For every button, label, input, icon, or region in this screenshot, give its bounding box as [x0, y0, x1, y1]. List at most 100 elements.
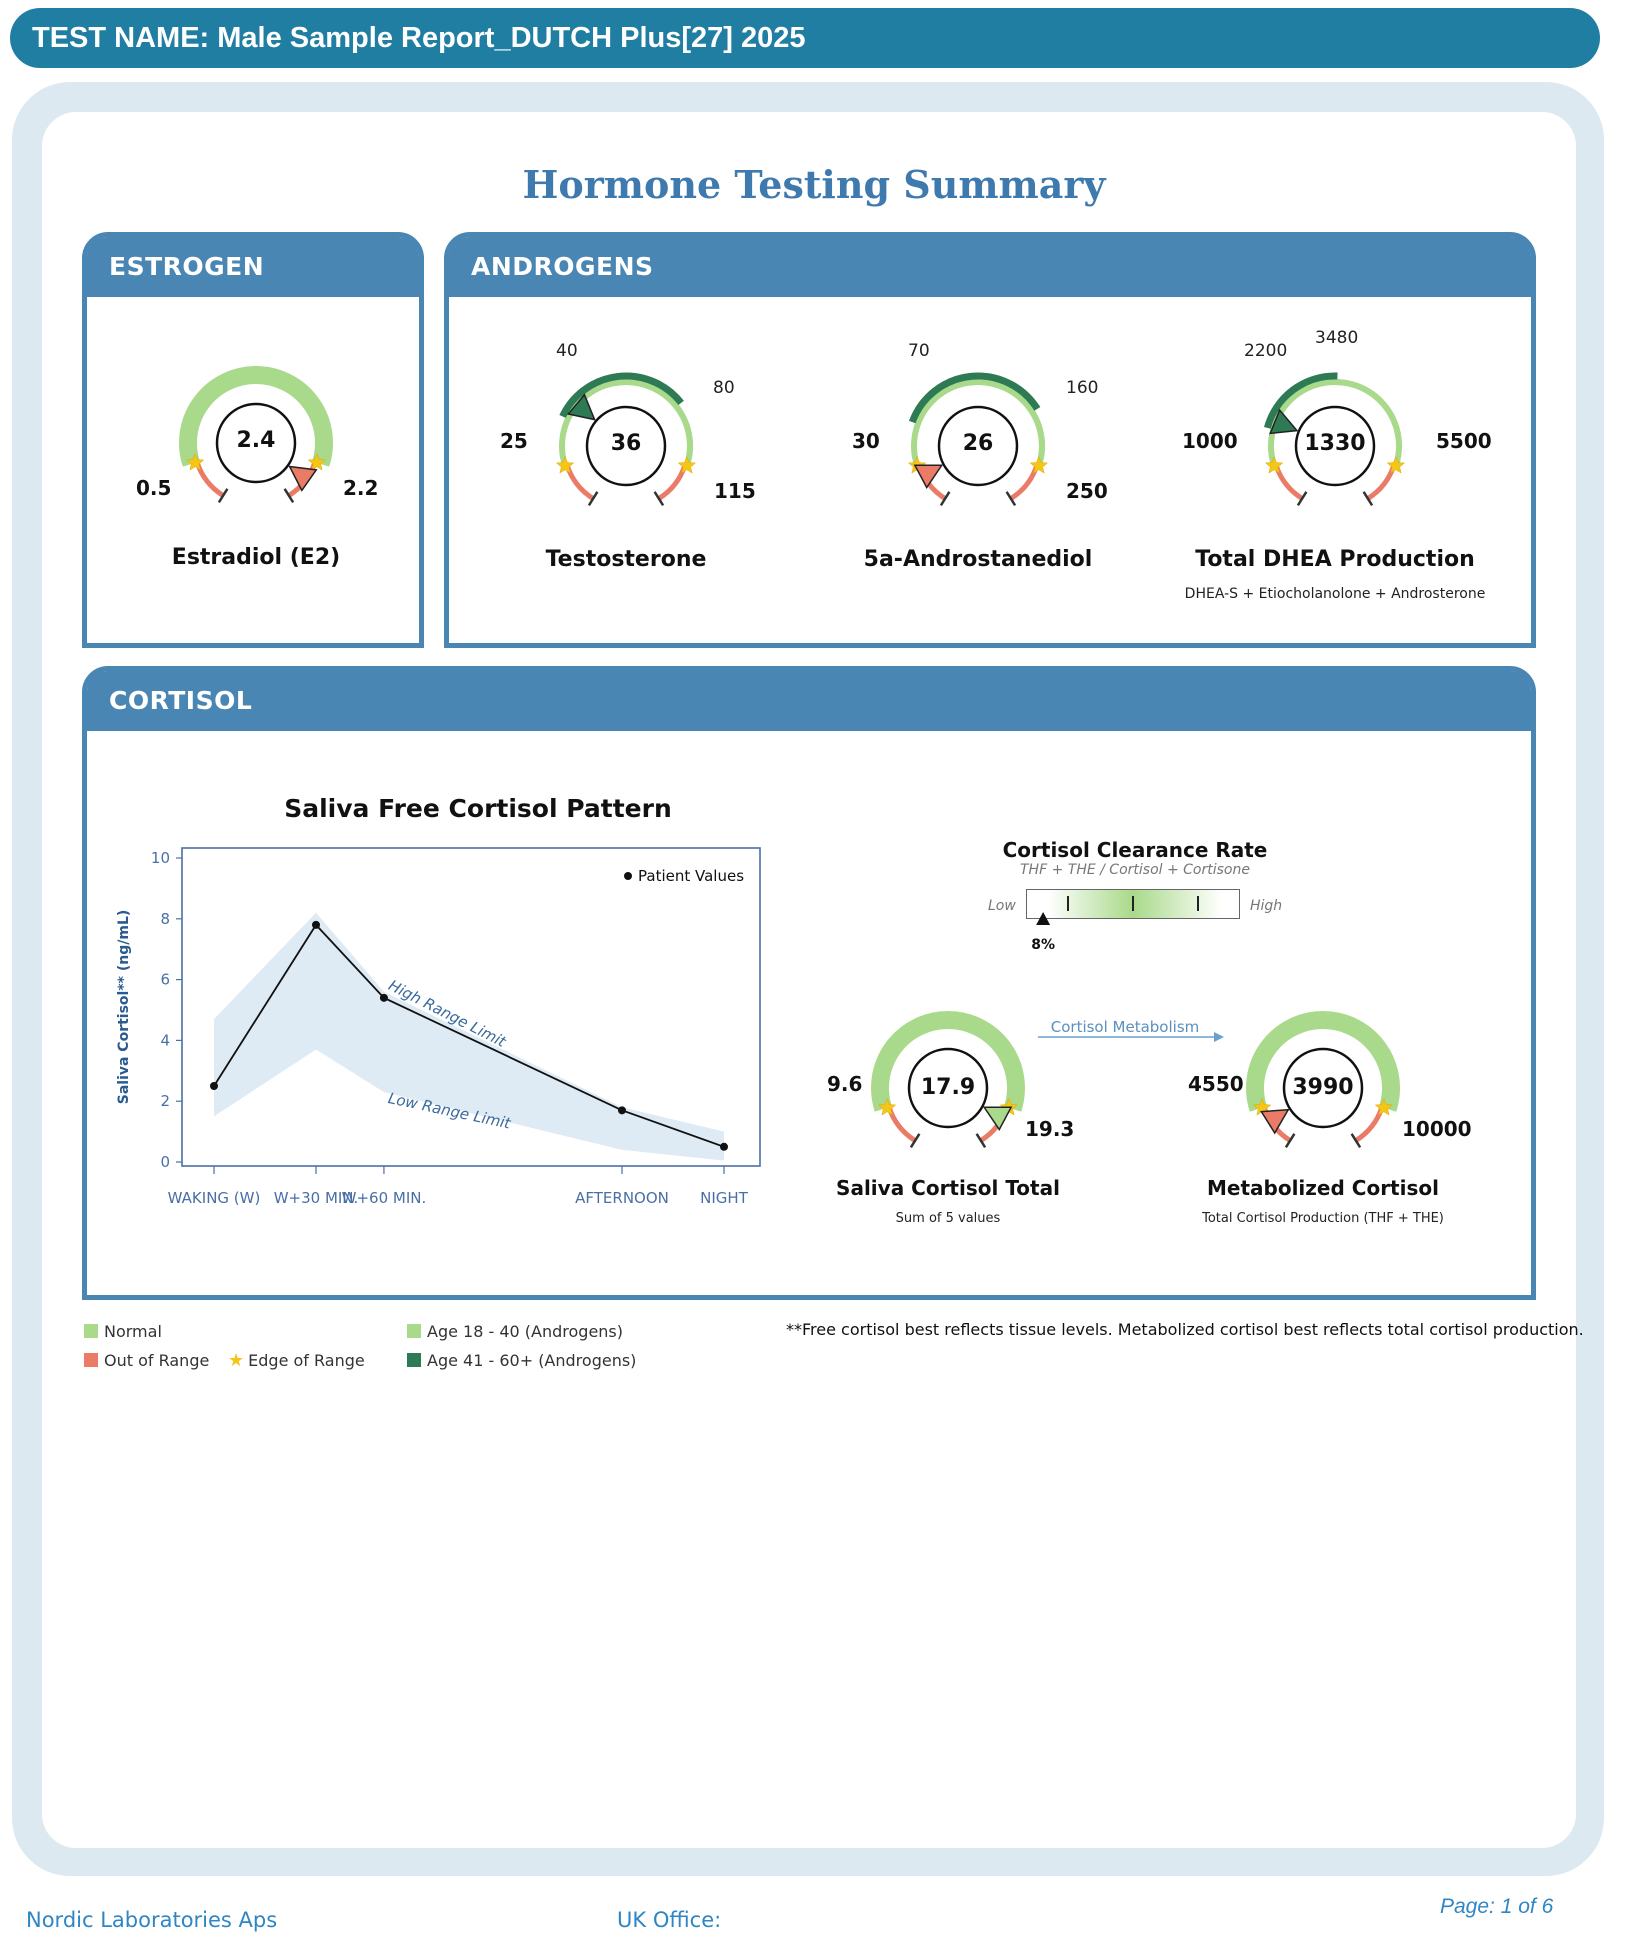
androstanediol-high-out-arc — [1009, 464, 1040, 501]
metabolized-name: Metabolized Cortisol — [1207, 1176, 1439, 1200]
dhea-low: 1000 — [1182, 429, 1238, 453]
testosterone-pointer-icon — [566, 393, 596, 421]
estradiol-low: 0.5 — [136, 476, 172, 500]
androstanediol-name: 5a-Androstanediol — [863, 547, 1093, 572]
clearance-bar — [1026, 889, 1240, 919]
footer-company[interactable]: Nordic Laboratories Aps — [26, 1908, 278, 1932]
estradiol-high-star-icon — [307, 453, 327, 471]
dhea-low-star-icon — [1264, 456, 1284, 474]
metabolized-value: 3990 — [1292, 1075, 1354, 1100]
legend-old-swatch — [407, 1353, 421, 1367]
clearance-value: 8% — [1031, 937, 1055, 953]
x-tick-label: WAKING (W) — [168, 1189, 261, 1207]
y-tick-label: 10 — [151, 849, 170, 867]
androgens-heading: ANDROGENS — [449, 237, 1531, 297]
estradiol-low-out-arc — [194, 461, 225, 498]
patient-point — [618, 1106, 626, 1115]
androstanediol-low-tick — [939, 491, 951, 507]
y-tick-label: 8 — [160, 910, 170, 928]
saliva-total-name: Saliva Cortisol Total — [836, 1176, 1060, 1200]
clearance-tick-2 — [1132, 896, 1134, 911]
clearance-pointer-layer — [1036, 912, 1051, 925]
y-axis-label: Saliva Cortisol** (ng/mL) — [116, 910, 132, 1105]
x-tick-label: NIGHT — [700, 1189, 749, 1207]
estradiol-normal-arc — [179, 366, 333, 467]
cortisol-panel: CORTISOL — [82, 666, 1536, 1300]
saliva-total-value-circle — [907, 1047, 989, 1129]
saliva-total-value: 17.9 — [920, 1075, 976, 1100]
metabolized-high-out-arc — [1354, 1106, 1385, 1143]
testosterone-value-circle — [585, 405, 667, 487]
patient-point — [379, 993, 388, 1002]
testosterone-low-tick — [587, 491, 599, 507]
dhea-value-circle — [1294, 405, 1376, 487]
footnote: **Free cortisol best reflects tissue lev… — [786, 1320, 1584, 1339]
metabolized-low: 4550 — [1188, 1072, 1244, 1096]
legend-edge: ★ Edge of Range — [228, 1350, 365, 1371]
x-tick-label: AFTERNOON — [575, 1189, 669, 1207]
legend-age-old: Age 41 - 60+ (Androgens) — [407, 1351, 636, 1370]
metabolized-subtitle: Total Cortisol Production (THF + THE) — [1202, 1211, 1444, 1226]
legend-normal-label: Normal — [104, 1322, 162, 1341]
estradiol-value: 2.4 — [236, 428, 276, 453]
saliva-total-low-tick — [909, 1133, 921, 1149]
testosterone-low-star-icon — [555, 456, 575, 474]
y-tick-label: 6 — [160, 971, 170, 989]
estradiol-low-tick — [217, 488, 229, 504]
y-tick-label: 4 — [160, 1031, 170, 1049]
metabolized-normal-arc — [1246, 1011, 1400, 1112]
dhea-age-young-arc — [1334, 379, 1401, 436]
testosterone-age-low: 40 — [556, 341, 578, 361]
testosterone-age-high: 80 — [713, 378, 735, 398]
androstanediol-value: 26 — [962, 431, 994, 456]
legend-edge-label: Edge of Range — [248, 1351, 365, 1370]
clearance-pointer-icon — [1036, 912, 1051, 925]
clearance-subtitle: THF + THE / Cortisol + Cortisone — [1020, 862, 1250, 878]
report-title: TEST NAME: Male Sample Report_DUTCH Plus… — [32, 22, 806, 54]
metabolized-high: 10000 — [1402, 1117, 1472, 1141]
metabolism-label: Cortisol Metabolism — [1050, 1018, 1200, 1036]
testosterone-high-star-icon — [677, 456, 697, 474]
dhea-value: 1330 — [1304, 431, 1366, 456]
legend-young-label: Age 18 - 40 (Androgens) — [427, 1322, 623, 1341]
testosterone-low: 25 — [500, 429, 528, 453]
clearance-low-label: Low — [988, 898, 1016, 914]
dhea-high-out-arc — [1366, 464, 1397, 501]
legend-label: Patient Values — [638, 867, 744, 885]
legend-normal-swatch — [84, 1324, 98, 1338]
clearance-high-label: High — [1250, 898, 1283, 914]
dhea-subtitle: DHEA-S + Etiocholanolone + Androsterone — [1184, 586, 1486, 602]
legend-out-swatch — [84, 1353, 98, 1367]
testosterone-value: 36 — [610, 431, 642, 456]
metabolized-value-circle — [1282, 1047, 1364, 1129]
estradiol-value-circle — [215, 402, 297, 484]
metabolism-arrow-icon — [1038, 1032, 1224, 1042]
footer-office[interactable]: UK Office: — [617, 1908, 722, 1932]
legend-out-of-range: Out of Range — [84, 1351, 209, 1370]
metabolized-high-tick — [1350, 1133, 1362, 1149]
metabolized-high-star-icon — [1374, 1098, 1394, 1116]
dhea-low-out-arc — [1273, 464, 1304, 501]
saliva-total-low-out-arc — [886, 1106, 917, 1143]
testosterone-age-old-arc — [559, 372, 684, 418]
y-tick-label: 2 — [160, 1092, 170, 1110]
legend-marker — [624, 872, 632, 880]
androstanediol-pointer-icon — [913, 464, 944, 489]
page-number: Page: 1 of 6 — [1440, 1895, 1554, 1918]
dhea-high: 5500 — [1436, 429, 1492, 453]
x-tick-label: W+60 MIN. — [342, 1189, 427, 1207]
x-tick-label: W+30 MIN. — [274, 1189, 359, 1207]
saliva-total-high-tick — [975, 1133, 987, 1149]
estradiol-high: 2.2 — [343, 476, 379, 500]
dhea-age-high: 3480 — [1315, 328, 1359, 348]
chart-title: Saliva Free Cortisol Pattern — [284, 794, 672, 823]
androstanediol-high: 250 — [1066, 479, 1108, 503]
testosterone-high: 115 — [714, 479, 756, 503]
dhea-low-tick — [1296, 491, 1308, 507]
page-title: Hormone Testing Summary — [522, 162, 1106, 207]
testosterone-name: Testosterone — [545, 547, 707, 572]
y-tick-label: 0 — [160, 1153, 170, 1171]
dhea-name: Total DHEA Production — [1195, 547, 1475, 572]
androstanediol-value-circle — [937, 405, 1019, 487]
